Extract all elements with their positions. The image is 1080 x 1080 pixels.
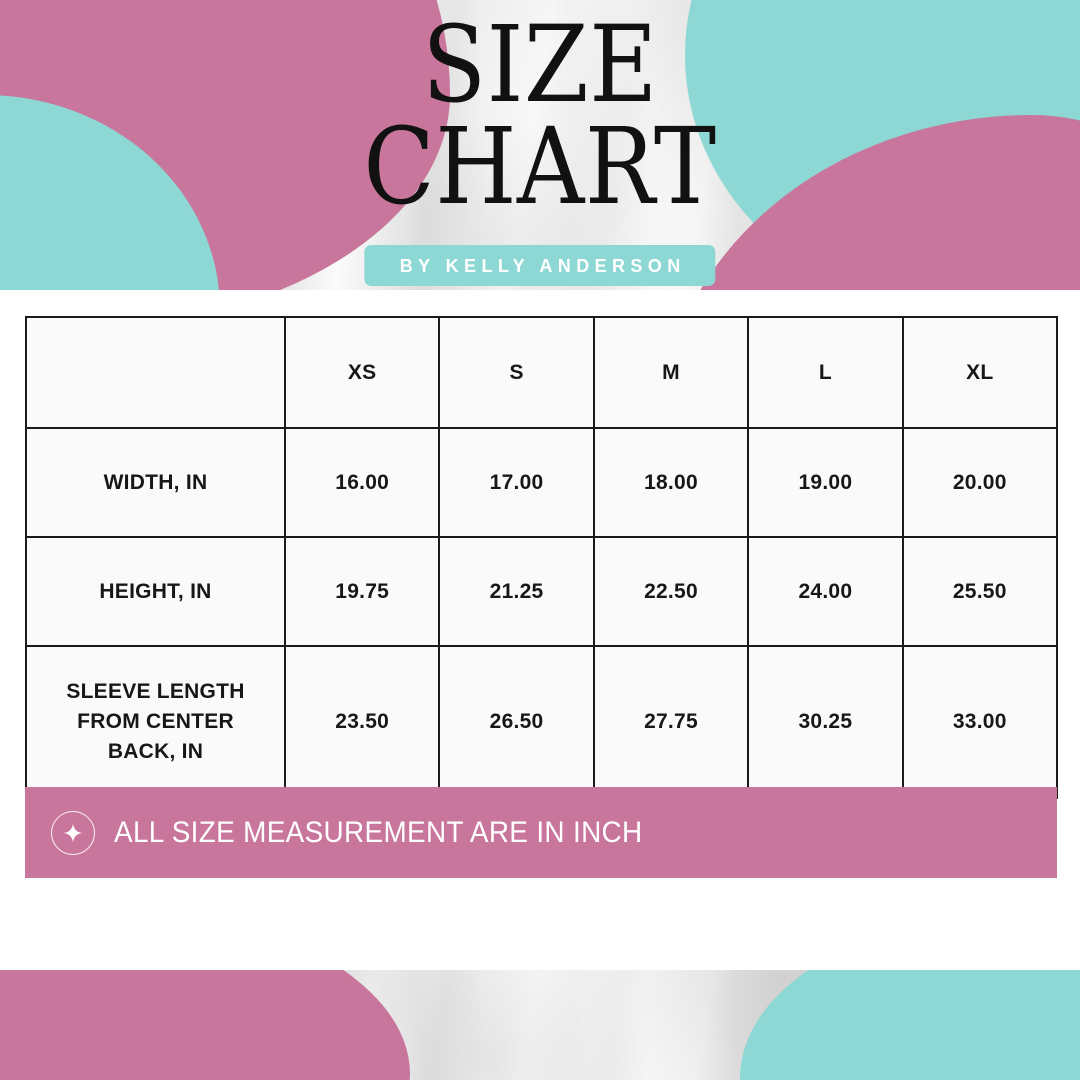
- cell-width-xl: 20.00: [901, 427, 1058, 538]
- cell-height-xs: 19.75: [283, 536, 441, 647]
- row-label-line-2: FROM CENTER: [77, 710, 234, 734]
- byline-badge: BY KELLY ANDERSON: [364, 245, 716, 286]
- table-corner-cell: [25, 316, 286, 429]
- title-line-size: SIZE: [422, 3, 658, 126]
- table-header-xs: XS: [283, 316, 441, 429]
- size-table-container: XS S M L XL WIDTH, IN 16.00 17.00 18.00 …: [25, 316, 1058, 799]
- table-row: HEIGHT, IN 19.75 21.25 22.50 24.00 25.50: [25, 536, 1058, 647]
- cell-height-l: 24.00: [747, 536, 904, 647]
- cell-height-s: 21.25: [438, 536, 595, 647]
- measurement-note-text: ALL SIZE MEASUREMENT ARE IN INCH: [114, 815, 643, 849]
- cell-sleeve-m: 27.75: [592, 645, 750, 799]
- table-header-l: L: [747, 316, 904, 429]
- footer-fabric-folds-overlay: [0, 970, 1080, 1080]
- page-title: SIZE CHART: [0, 0, 1080, 228]
- byline-text: BY KELLY ANDERSON: [399, 256, 686, 276]
- measurement-note-bar: ALL SIZE MEASUREMENT ARE IN INCH: [25, 787, 1057, 878]
- cell-height-xl: 25.50: [901, 536, 1058, 647]
- table-header-s: S: [438, 316, 595, 429]
- table-header-xl: XL: [901, 316, 1058, 429]
- cell-sleeve-xl: 33.00: [901, 645, 1058, 799]
- cell-width-l: 19.00: [747, 427, 904, 538]
- size-table: XS S M L XL WIDTH, IN 16.00 17.00 18.00 …: [25, 316, 1058, 799]
- sparkle-icon: [51, 810, 95, 855]
- cell-sleeve-l: 30.25: [747, 645, 904, 799]
- table-header-row: XS S M L XL: [25, 316, 1058, 429]
- size-table-body: XS S M L XL WIDTH, IN 16.00 17.00 18.00 …: [25, 316, 1058, 799]
- row-label-sleeve-length: SLEEVE LENGTH FROM CENTER BACK, IN: [25, 645, 286, 799]
- footer-banner: [0, 970, 1080, 1080]
- cell-sleeve-xs: 23.50: [283, 645, 441, 799]
- table-row: WIDTH, IN 16.00 17.00 18.00 19.00 20.00: [25, 427, 1058, 538]
- row-label-width: WIDTH, IN: [25, 427, 286, 538]
- title-line-chart: CHART: [363, 104, 717, 228]
- row-label-height: HEIGHT, IN: [25, 536, 286, 647]
- cell-width-xs: 16.00: [283, 427, 441, 538]
- table-row: SLEEVE LENGTH FROM CENTER BACK, IN 23.50…: [25, 645, 1058, 799]
- cell-width-s: 17.00: [438, 427, 595, 538]
- cell-sleeve-s: 26.50: [438, 645, 595, 799]
- row-label-line-1: SLEEVE LENGTH: [66, 680, 245, 704]
- cell-height-m: 22.50: [592, 536, 750, 647]
- table-header-m: M: [592, 316, 750, 429]
- row-label-line-3: BACK, IN: [107, 739, 204, 763]
- cell-width-m: 18.00: [592, 427, 750, 538]
